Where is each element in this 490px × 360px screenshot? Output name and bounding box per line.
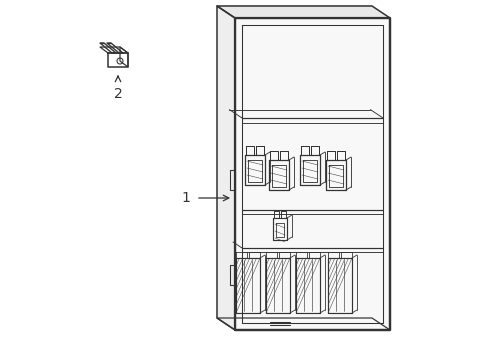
- Polygon shape: [235, 18, 390, 330]
- Polygon shape: [217, 6, 390, 18]
- Text: 1: 1: [181, 191, 190, 205]
- Text: 2: 2: [114, 87, 122, 101]
- Polygon shape: [217, 6, 235, 330]
